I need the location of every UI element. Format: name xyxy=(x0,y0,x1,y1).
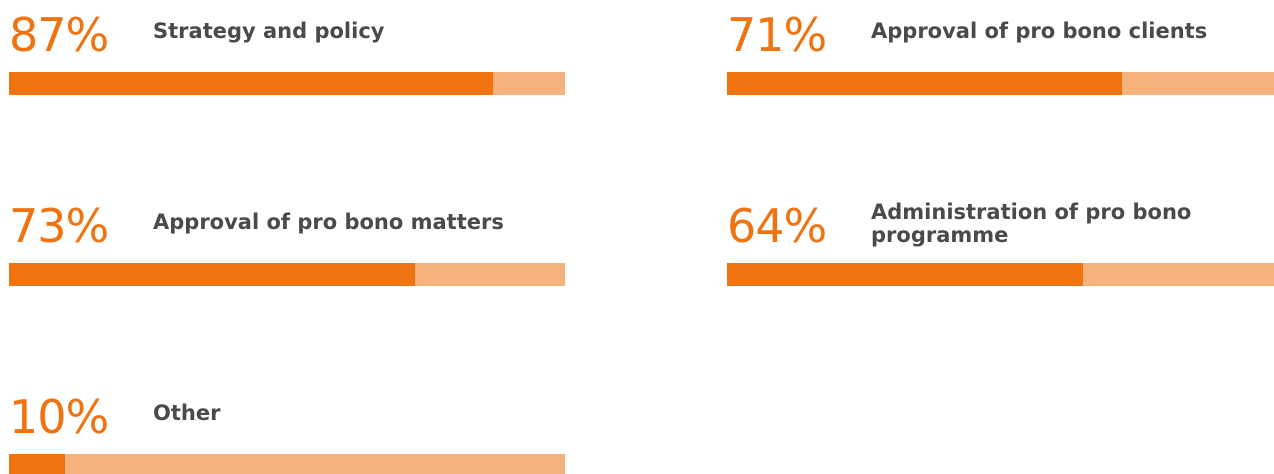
bar-track xyxy=(9,72,565,95)
bar-fill xyxy=(727,72,1122,95)
bar-track xyxy=(9,454,565,474)
bar-fill xyxy=(9,72,493,95)
bar-fill xyxy=(9,454,65,474)
category-label: Other xyxy=(153,401,221,425)
category-label: Approval of pro bono matters xyxy=(153,210,504,234)
percent-label: 73% xyxy=(9,199,109,253)
percent-label: 87% xyxy=(9,8,109,62)
bar-fill xyxy=(727,263,1083,286)
percent-label: 64% xyxy=(727,199,827,253)
percent-label: 71% xyxy=(727,8,827,62)
category-label: Strategy and policy xyxy=(153,19,385,43)
bar-track xyxy=(727,263,1274,286)
percent-label: 10% xyxy=(9,390,109,444)
bar-fill xyxy=(9,263,415,286)
bar-track xyxy=(9,263,565,286)
bar-track xyxy=(727,72,1274,95)
category-label: Administration of pro bono programme xyxy=(871,200,1192,247)
category-label: Approval of pro bono clients xyxy=(871,19,1208,43)
